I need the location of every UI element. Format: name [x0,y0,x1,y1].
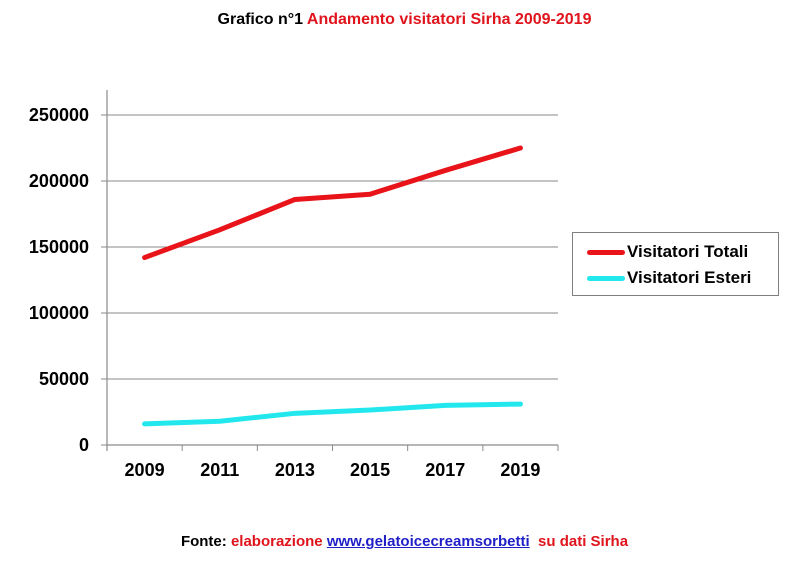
legend-swatch-red [587,249,625,255]
chart-title-prefix: Grafico n°1 [217,11,304,28]
y-tick-label: 0 [79,435,89,455]
source-link[interactable]: www.gelatoicecreamsorbetti [326,533,530,550]
y-tick-label: 50000 [39,369,89,389]
x-tick-label: 2009 [125,460,165,480]
data-series [142,145,523,427]
x-axis-labels: 2009 2011 2013 2015 2017 2019 [125,460,541,480]
legend-label: Visitatori Totali [627,242,749,261]
y-tick-label: 150000 [29,237,89,257]
source-note: Fonte: elaborazione www.gelatoicecreamso… [0,533,809,550]
y-tick-label: 250000 [29,105,89,125]
series-line [142,401,523,427]
source-prefix: Fonte: [180,533,227,550]
x-tick-label: 2013 [275,460,315,480]
legend: Visitatori Totali Visitatori Esteri [572,232,779,296]
x-tick-label: 2019 [500,460,540,480]
y-axis-labels: 0 50000 100000 150000 200000 250000 [29,105,89,455]
x-tick-label: 2015 [350,460,390,480]
y-tick-label: 200000 [29,171,89,191]
gridlines [107,114,558,380]
chart-title: Grafico n°1 Andamento visitatori Sirha 2… [0,11,809,29]
x-tick-label: 2011 [200,460,239,480]
axes [101,90,559,451]
legend-item-totali: Visitatori Totali [587,241,748,263]
source-text1: elaborazione [230,533,323,550]
legend-swatch-cyan [587,275,625,281]
x-tick-label: 2017 [425,460,465,480]
legend-label: Visitatori Esteri [627,268,752,287]
y-tick-label: 100000 [29,303,89,323]
series-line [142,145,523,261]
source-text2: su dati Sirha [538,533,629,550]
legend-item-esteri: Visitatori Esteri [587,267,751,289]
chart-title-main: Andamento visitatori Sirha 2009-2019 [306,11,592,28]
